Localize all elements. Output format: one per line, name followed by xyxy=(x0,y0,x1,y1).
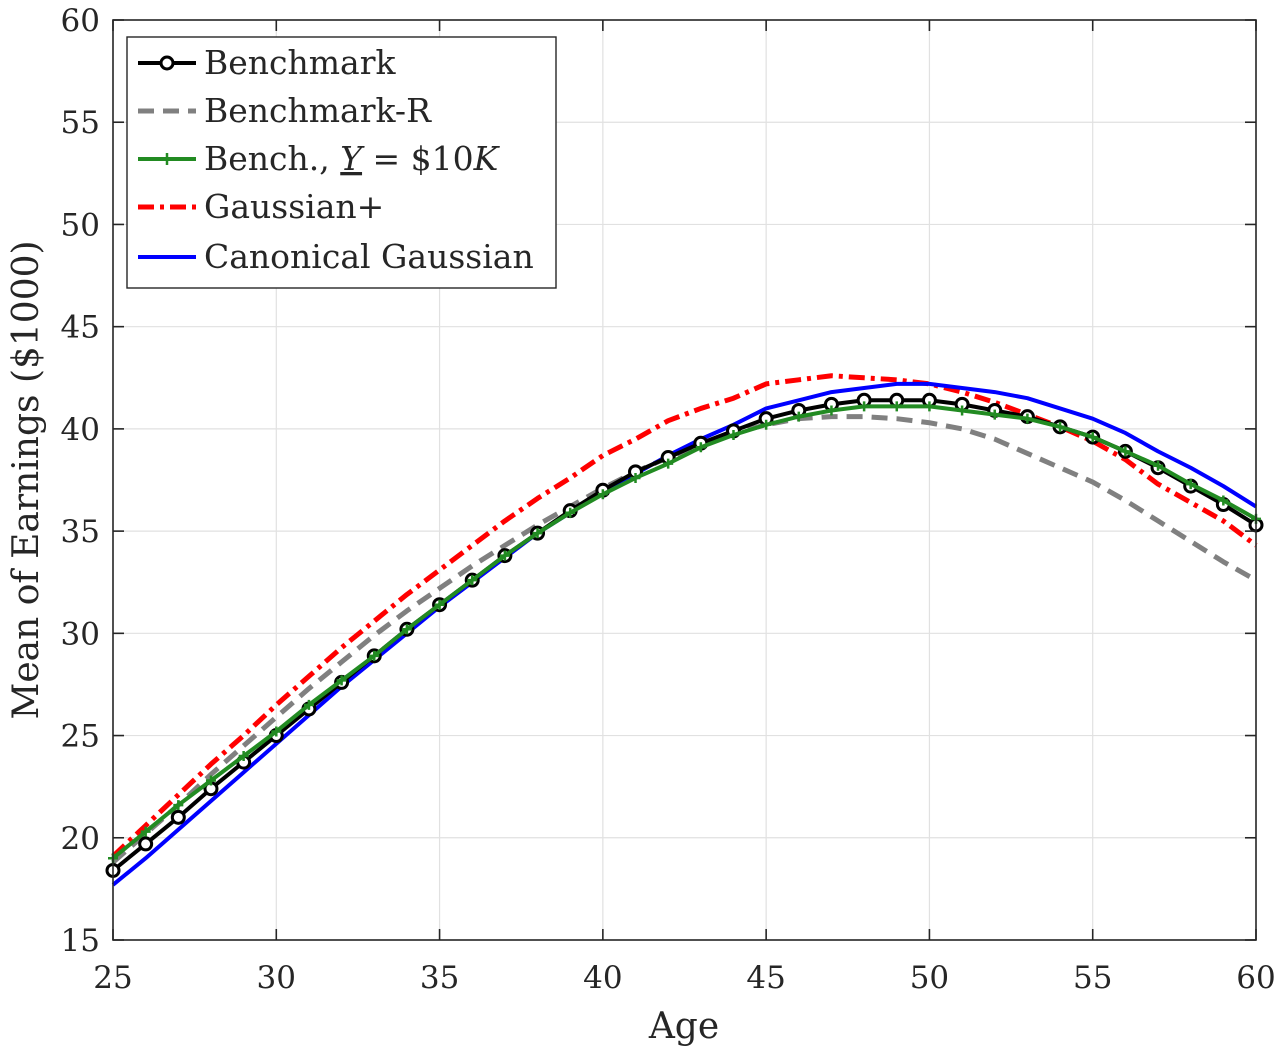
point-bench-10k-57 xyxy=(1153,460,1164,471)
y-tick-label-20: 20 xyxy=(61,821,100,857)
x-tick-label-60: 60 xyxy=(1236,960,1275,996)
x-tick-label-30: 30 xyxy=(257,960,296,996)
point-bench-10k-59 xyxy=(1218,495,1229,506)
plot-frame xyxy=(112,19,1257,941)
point-bench-10k-48 xyxy=(859,401,870,412)
point-benchmark-27 xyxy=(170,809,186,825)
point-bench-10k-38 xyxy=(532,528,543,539)
point-bench-10k-31 xyxy=(303,699,314,710)
point-benchmark-26 xyxy=(138,836,154,852)
point-bench-10k-32 xyxy=(336,675,347,686)
point-bench-10k-45 xyxy=(761,419,772,430)
point-bench-10k-26 xyxy=(140,826,151,837)
point-bench-10k-50 xyxy=(924,401,935,412)
point-bench-10k-55 xyxy=(1087,432,1098,443)
point-bench-10k-44 xyxy=(728,430,739,441)
y-tick-label-50: 50 xyxy=(61,207,100,243)
point-bench-10k-36 xyxy=(467,575,478,586)
point-bench-10k-35 xyxy=(434,599,445,610)
series-line-canonical-gaussian xyxy=(111,381,1258,887)
y-tick-label-25: 25 xyxy=(61,719,100,755)
x-tick-label-25: 25 xyxy=(93,960,132,996)
x-tick-labels: 25 30 35 40 45 50 55 60 xyxy=(93,960,1275,996)
x-tick-label-45: 45 xyxy=(746,960,785,996)
point-bench-10k-52 xyxy=(989,409,1000,420)
legend-label-bench-10k-suffix: = $10 xyxy=(362,139,474,178)
legend-label-gaussian-plus: Gaussian+ xyxy=(204,187,384,226)
legend-label-bench-10k-prefix: Bench., xyxy=(204,139,340,178)
axis-ticks xyxy=(112,19,1257,941)
y-tick-label-35: 35 xyxy=(61,514,100,550)
point-bench-10k-28 xyxy=(205,775,216,786)
legend-label-bench-10k-unit: K xyxy=(473,139,501,178)
series-lines xyxy=(105,373,1264,887)
point-bench-10k-43 xyxy=(695,442,706,453)
legend-label-bench-10k: Bench., Y = $10K xyxy=(204,139,501,178)
point-bench-10k-27 xyxy=(173,800,184,811)
point-bench-10k-29 xyxy=(238,751,249,761)
point-bench-10k-56 xyxy=(1120,446,1131,457)
y-tick-label-60: 60 xyxy=(61,3,100,39)
point-bench-10k-51 xyxy=(957,405,968,416)
legend-marker-bench-10k xyxy=(161,153,173,165)
point-bench-10k-42 xyxy=(663,458,674,469)
x-tick-label-40: 40 xyxy=(583,960,622,996)
legend-label-canonical-gaussian: Canonical Gaussian xyxy=(204,237,534,276)
legend-marker-benchmark xyxy=(159,55,175,71)
point-bench-10k-47 xyxy=(826,405,837,416)
point-bench-10k-34 xyxy=(401,624,412,635)
point-bench-10k-49 xyxy=(891,401,902,412)
point-bench-10k-30 xyxy=(271,726,282,737)
legend-label-benchmark: Benchmark xyxy=(204,43,397,82)
y-axis-label: Mean of Earnings ($1000) xyxy=(6,240,47,719)
y-tick-label-55: 55 xyxy=(61,105,100,141)
y-tick-label-15: 15 xyxy=(61,923,100,959)
point-bench-10k-39 xyxy=(565,507,576,518)
y-tick-label-40: 40 xyxy=(61,412,100,448)
point-bench-10k-53 xyxy=(1022,413,1033,424)
point-bench-10k-33 xyxy=(369,650,380,661)
point-bench-10k-40 xyxy=(597,489,608,500)
point-bench-10k-41 xyxy=(630,472,641,483)
x-tick-label-50: 50 xyxy=(910,960,949,996)
series-line-bench-10k xyxy=(111,404,1257,860)
point-bench-10k-46 xyxy=(793,411,804,422)
legend-label-benchmark-r: Benchmark-R xyxy=(204,91,432,130)
x-tick-label-35: 35 xyxy=(420,960,459,996)
x-tick-label-55: 55 xyxy=(1073,960,1112,996)
legend-box xyxy=(126,36,557,289)
point-bench-10k-37 xyxy=(499,550,510,561)
y-tick-label-45: 45 xyxy=(61,310,100,346)
legend-label-bench-10k-var: Y xyxy=(340,139,365,178)
point-bench-10k-58 xyxy=(1185,479,1196,490)
point-bench-10k-54 xyxy=(1055,421,1066,432)
x-axis-label: Age xyxy=(648,1006,719,1047)
legend: Benchmark Benchmark-R Bench., Y = $10K G… xyxy=(126,36,557,289)
y-tick-label-30: 30 xyxy=(61,616,100,652)
y-tick-labels: 15 20 25 30 35 40 45 50 55 60 xyxy=(61,3,100,959)
